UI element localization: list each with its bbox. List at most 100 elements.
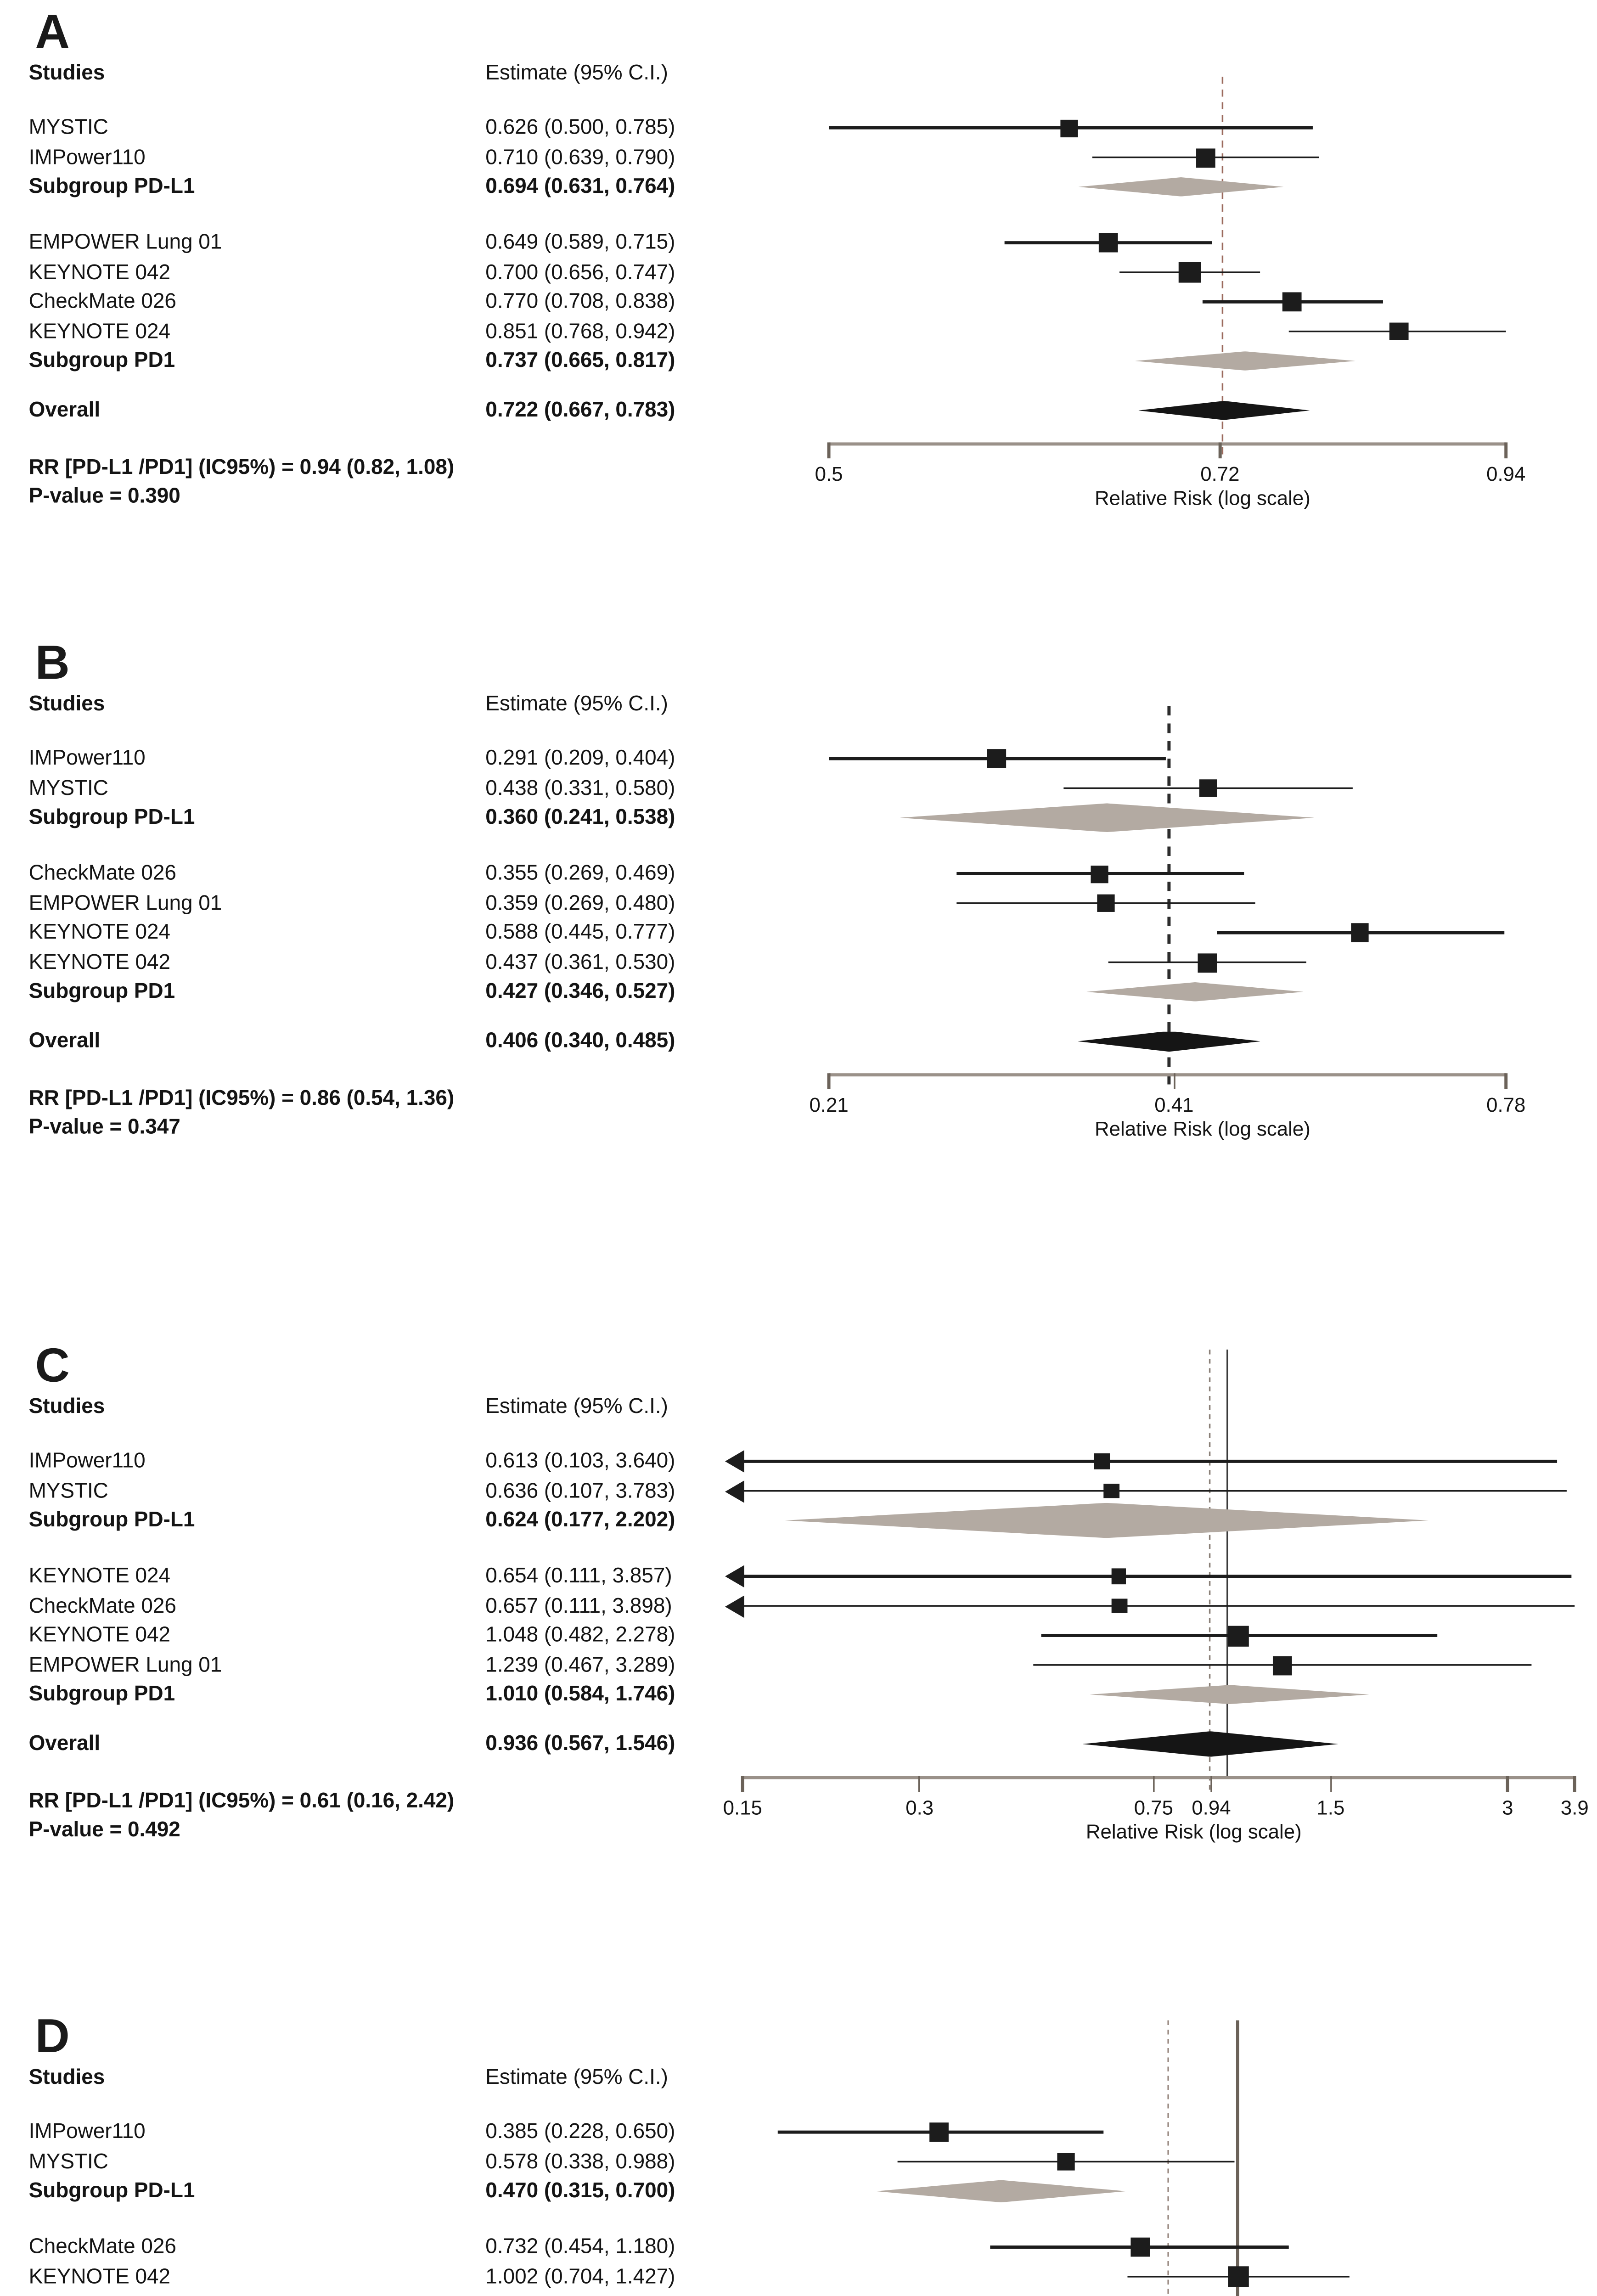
estimate-column-header: Estimate (95% C.I.): [485, 1394, 668, 1418]
effect-square: [1130, 2237, 1150, 2257]
effect-square: [1197, 952, 1217, 972]
null-effect-line: [1237, 2020, 1239, 2296]
p-value: P-value = 0.492: [28, 1817, 180, 1841]
subgroup-label: Subgroup PD-L1: [28, 805, 195, 829]
overall-estimate: 0.936 (0.567, 1.546): [485, 1731, 675, 1755]
study-estimate: 1.287 (0.699, 2.370): [485, 2294, 675, 2296]
study-label: KEYNOTE 024: [28, 318, 171, 343]
study-label: IMPower110: [28, 2119, 146, 2143]
subgroup-diamond: [900, 803, 1315, 833]
study-estimate: 1.048 (0.482, 2.278): [485, 1622, 675, 1646]
study-label: MYSTIC: [28, 2148, 108, 2172]
study-label: MYSTIC: [28, 114, 108, 139]
subgroup-label: Subgroup PD1: [28, 1681, 175, 1705]
axis-tick: [1505, 442, 1507, 459]
study-estimate: 0.385 (0.228, 0.650): [485, 2119, 675, 2143]
axis-title: Relative Risk (log scale): [1095, 487, 1310, 510]
effect-square: [987, 749, 1007, 768]
overall-dashed-line: [1221, 76, 1224, 457]
axis-tick-label: 0.72: [1200, 462, 1240, 485]
study-estimate: 0.732 (0.454, 1.180): [485, 2234, 675, 2258]
overall-label: Overall: [28, 1028, 101, 1052]
overall-diamond: [1082, 1731, 1338, 1757]
rr-ratio-summary: RR [PD-L1 /PD1] (IC95%) = 0.94 (0.82, 1.…: [28, 455, 455, 479]
axis-baseline: [829, 1073, 1506, 1076]
effect-square: [1112, 1598, 1128, 1614]
study-label: CheckMate 026: [28, 2234, 176, 2258]
axis-baseline: [829, 442, 1506, 445]
effect-square: [1097, 894, 1114, 912]
axis-tick-label: 0.78: [1486, 1093, 1526, 1116]
overall-dashed-line: [1209, 1349, 1211, 1790]
study-estimate: 0.291 (0.209, 0.404): [485, 745, 675, 770]
subgroup-diamond: [1086, 982, 1304, 1002]
study-label: KEYNOTE 042: [28, 259, 171, 283]
subgroup-estimate: 0.470 (0.315, 0.700): [485, 2178, 675, 2202]
study-label: KEYNOTE 042: [28, 1622, 171, 1646]
subgroup-estimate: 0.694 (0.631, 0.764): [485, 174, 675, 198]
estimate-column-header: Estimate (95% C.I.): [485, 691, 668, 715]
study-label: CheckMate 026: [28, 860, 176, 884]
effect-square: [1282, 292, 1302, 312]
axis-tick-label: 0.94: [1192, 1796, 1231, 1818]
subgroup-label: Subgroup PD-L1: [28, 174, 195, 198]
study-estimate: 0.355 (0.269, 0.469): [485, 860, 675, 884]
overall-dashed-line: [1167, 2020, 1170, 2296]
study-label: EMPOWER Lung 01: [28, 229, 222, 254]
subgroup-diamond: [876, 2180, 1126, 2203]
effect-square: [1199, 779, 1218, 798]
study-estimate: 0.626 (0.500, 0.785): [485, 114, 675, 139]
effect-square: [929, 2122, 949, 2142]
estimate-column-header: Estimate (95% C.I.): [485, 60, 668, 84]
subgroup-label: Subgroup PD1: [28, 979, 175, 1003]
axis-tick: [827, 442, 830, 459]
panel-label: C: [35, 1340, 70, 1393]
study-estimate: 1.002 (0.704, 1.427): [485, 2263, 675, 2288]
axis-tick: [1153, 1776, 1155, 1792]
ci-clipped-left-arrow-icon: [725, 1480, 744, 1503]
subgroup-label: Subgroup PD-L1: [28, 2178, 195, 2202]
axis-tick: [1574, 1776, 1576, 1792]
study-label: CheckMate 026: [28, 1593, 176, 1617]
study-label: KEYNOTE 024: [28, 919, 171, 944]
studies-column-header: Studies: [28, 1394, 105, 1418]
effect-square: [1179, 261, 1201, 283]
study-label: KEYNOTE 024: [29, 2294, 170, 2296]
axis-tick-label: 0.75: [1134, 1796, 1173, 1818]
study-label: KEYNOTE 042: [28, 2263, 171, 2288]
study-label: CheckMate 026: [28, 288, 176, 313]
study-label: KEYNOTE 024: [28, 1563, 171, 1587]
study-estimate: 0.851 (0.768, 0.942): [485, 318, 675, 343]
axis-tick: [1507, 1776, 1509, 1792]
study-label: IMPower110: [28, 1448, 146, 1472]
axis-baseline: [742, 1776, 1575, 1779]
study-estimate: 0.710 (0.639, 0.790): [485, 144, 675, 169]
studies-column-header: Studies: [28, 2065, 105, 2089]
effect-square: [1390, 322, 1409, 341]
axis-tick: [742, 1776, 744, 1792]
study-estimate: 0.654 (0.111, 3.857): [485, 1563, 672, 1587]
axis-tick-label: 0.94: [1486, 462, 1526, 485]
overall-estimate: 0.406 (0.340, 0.485): [485, 1028, 675, 1052]
axis-tick-label: 0.15: [723, 1796, 762, 1818]
axis-tick-label: 0.3: [905, 1796, 934, 1818]
study-estimate: 0.578 (0.338, 0.988): [485, 2148, 675, 2172]
axis-tick: [1505, 1073, 1507, 1089]
study-estimate: 0.438 (0.331, 0.580): [485, 775, 675, 799]
axis-tick-label: 1.5: [1316, 1796, 1345, 1818]
overall-estimate: 0.722 (0.667, 0.783): [485, 397, 675, 422]
axis-tick-label: 0.41: [1154, 1093, 1194, 1116]
ci-whisker: [742, 1460, 1557, 1463]
axis-tick-label: 3.9: [1560, 1796, 1589, 1818]
rr-ratio-summary: RR [PD-L1 /PD1] (IC95%) = 0.86 (0.54, 1.…: [28, 1086, 455, 1110]
subgroup-estimate: 0.624 (0.177, 2.202): [485, 1507, 675, 1531]
effect-square: [1228, 1625, 1250, 1646]
study-estimate: 0.613 (0.103, 3.640): [485, 1448, 675, 1472]
subgroup-diamond: [785, 1503, 1429, 1538]
study-estimate: 0.649 (0.589, 0.715): [485, 229, 675, 254]
axis-tick: [918, 1776, 921, 1792]
study-label: IMPower110: [28, 144, 146, 169]
null-effect-line: [1226, 1349, 1228, 1776]
subgroup-estimate: 1.010 (0.584, 1.746): [485, 1681, 675, 1705]
